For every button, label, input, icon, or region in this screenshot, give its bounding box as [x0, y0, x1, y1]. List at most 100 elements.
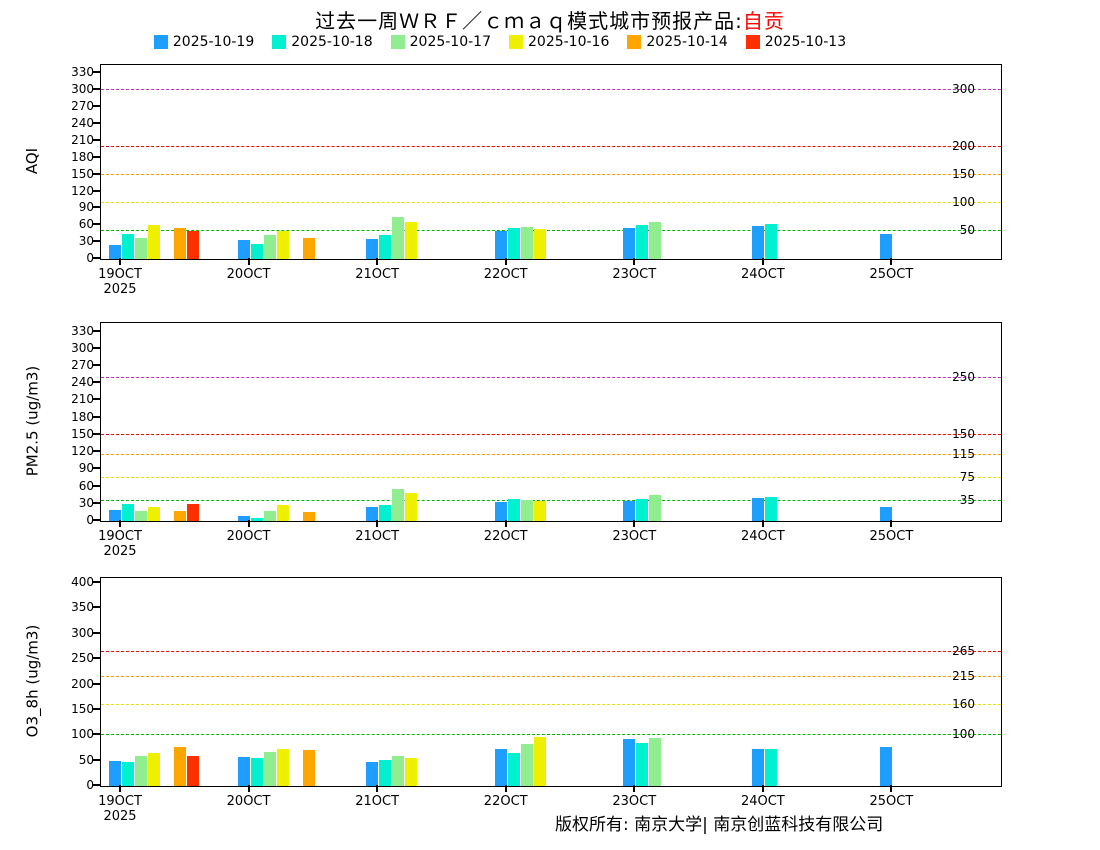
x-tick-mark: [890, 785, 893, 792]
y-tick-mark: [93, 257, 100, 259]
x-tick-label: 24OCT: [740, 794, 785, 809]
bar: [880, 506, 892, 521]
bar: [148, 753, 160, 786]
x-tick-label: 21OCT: [355, 794, 400, 809]
bar: [623, 228, 635, 259]
y-tick-label: 400: [71, 575, 94, 590]
legend-item-2025-10-14: 2025-10-14: [627, 34, 728, 50]
aqi-axis-title-text: AQI: [23, 147, 42, 175]
legend: 2025-10-19 2025-10-18 2025-10-17 2025-10-16…: [60, 34, 940, 50]
bar: [521, 226, 533, 259]
bar: [109, 509, 121, 521]
bar: [508, 499, 520, 521]
y-tick-mark: [93, 784, 100, 786]
reference-line: [101, 499, 1001, 501]
y-tick-label: 300: [71, 340, 94, 355]
x-tick-mark: [633, 785, 636, 792]
reference-line-label: 250: [952, 369, 975, 384]
x-tick-label: 20OCT: [226, 529, 271, 544]
copyright-text: 版权所有: 南京大学| 南京创蓝科技有限公司: [555, 815, 884, 835]
x-tick-mark: [890, 520, 893, 527]
bar: [752, 748, 764, 786]
y-tick-label: 50: [78, 752, 94, 767]
pm25-axis-title-text: PM2.5 (ug/m3): [23, 365, 41, 477]
y-tick-label: 0: [86, 513, 94, 527]
y-tick-mark: [93, 758, 100, 761]
x-tick-label: 25OCT: [869, 267, 914, 282]
reference-line: [101, 476, 1001, 478]
x-tick-label: 20OCT: [226, 267, 271, 282]
x-tick-label: 19OCT: [98, 267, 142, 282]
x-tick-label: 24OCT: [740, 267, 785, 282]
aqi-plot-area: 50 100 150 200 300: [100, 64, 1002, 260]
bar: [303, 749, 315, 786]
bar: [135, 510, 147, 521]
bar: [366, 239, 378, 259]
y-tick-mark: [93, 581, 100, 584]
y-tick-label: 200: [71, 676, 94, 691]
reference-line-label: 160: [952, 696, 975, 711]
x-tick-mark: [119, 785, 121, 792]
x-tick-mark: [376, 258, 379, 265]
reference-line-label: 100: [952, 194, 975, 209]
bar: [366, 761, 378, 786]
o3-axis-title: O3_8h (ug/m3): [22, 577, 42, 785]
bar: [534, 500, 546, 521]
bar: [379, 235, 391, 259]
bar: [264, 235, 276, 259]
bar: [405, 757, 417, 786]
o3-chart: O3_8h (ug/m3) 100 160 215 265 0 50 100 150 200 2…: [0, 573, 1100, 833]
bar: [623, 739, 635, 786]
reference-line: [101, 433, 1001, 435]
bar: [264, 510, 276, 521]
legend-label: 2025-10-16: [528, 34, 610, 50]
y-tick-label: 330: [71, 65, 94, 80]
y-tick-mark: [93, 707, 100, 710]
x-tick-mark: [247, 785, 250, 792]
x-tick-mark: [633, 258, 636, 265]
y-tick-label: 180: [71, 409, 94, 424]
bar: [122, 233, 134, 259]
bar: [238, 240, 250, 259]
reference-line: [101, 675, 1001, 677]
bar: [521, 500, 533, 521]
bar: [636, 499, 648, 521]
legend-item-2025-10-18: 2025-10-18: [272, 34, 373, 50]
reference-line-label: 300: [952, 82, 975, 97]
bar: [174, 510, 186, 521]
bar: [264, 752, 276, 786]
x-tick-mark: [119, 258, 121, 265]
y-tick-label: 210: [71, 392, 94, 407]
bar: [148, 506, 160, 521]
bar: [303, 512, 315, 521]
bar: [379, 504, 391, 521]
x-tick-label: 22OCT: [483, 267, 528, 282]
reference-line-label: 75: [959, 469, 975, 484]
y-tick-label: 0: [86, 251, 94, 265]
legend-swatch-icon: [390, 35, 405, 49]
y-tick-mark: [93, 223, 100, 226]
bar: [277, 230, 289, 259]
reference-line: [101, 173, 1001, 175]
y-tick-mark: [93, 329, 100, 332]
x-tick-label: 25OCT: [869, 529, 914, 544]
y-tick-mark: [93, 682, 100, 685]
y-tick-label: 270: [71, 358, 94, 373]
bar: [765, 496, 777, 521]
o3-plot-area: 100 160 215 265: [100, 577, 1002, 787]
x-sub-label: 2025: [103, 282, 137, 297]
reference-line-label: 150: [952, 166, 975, 181]
y-tick-mark: [93, 155, 100, 158]
reference-line: [101, 703, 1001, 705]
y-tick-mark: [93, 484, 100, 487]
x-tick-mark: [247, 258, 250, 265]
page-title: 过去一周ＷＲＦ／ｃｍａｑ模式城市预报产品:自贡: [0, 5, 1100, 34]
bar: [508, 228, 520, 259]
y-tick-mark: [93, 467, 100, 470]
bar: [392, 755, 404, 786]
y-tick-label: 240: [71, 116, 94, 131]
reference-line-label: 215: [952, 668, 975, 683]
y-tick-mark: [93, 733, 100, 736]
y-tick-label: 350: [71, 600, 94, 615]
